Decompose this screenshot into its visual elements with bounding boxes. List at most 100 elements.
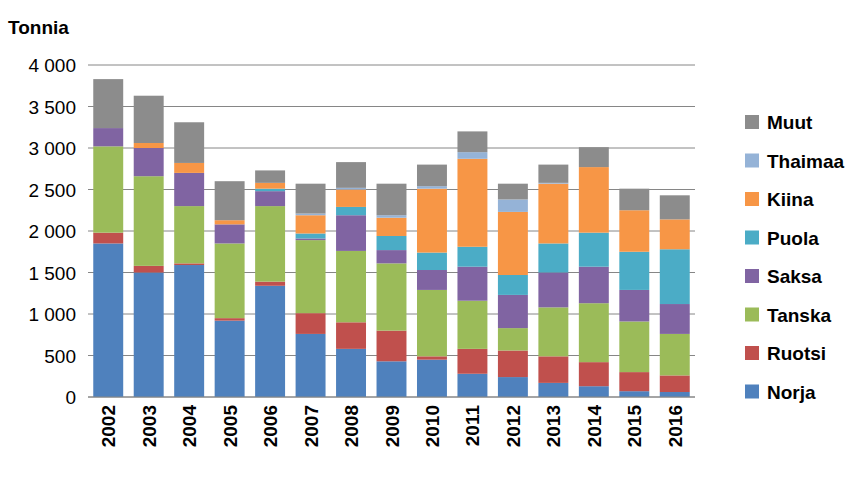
bar-segment [538, 273, 568, 308]
bar-segment [255, 183, 285, 189]
bar-segment [296, 334, 326, 397]
legend-label: Muut [767, 112, 813, 133]
bar-segment [538, 356, 568, 383]
legend-swatch [745, 231, 759, 245]
bar-segment [660, 375, 690, 392]
bar-segment [498, 295, 528, 328]
bar-segment [498, 377, 528, 397]
bar-segment [174, 206, 204, 263]
bar-segment [174, 122, 204, 163]
y-tick-label: 4 000 [28, 55, 76, 76]
x-tick-label: 2016 [665, 405, 686, 447]
bar-segment [457, 349, 487, 374]
legend-swatch [745, 346, 759, 360]
bar-segment [336, 207, 366, 215]
grid [88, 65, 695, 397]
legend-swatch [745, 192, 759, 206]
x-tick-label: 2008 [341, 405, 362, 447]
y-tick-label: 1 500 [28, 263, 76, 284]
bar-segment [255, 170, 285, 182]
x-tick-label: 2004 [179, 405, 200, 448]
legend-label: Puola [767, 228, 819, 249]
x-tick-label: 2007 [301, 405, 322, 447]
bar-segment [538, 243, 568, 272]
bar-segment [255, 282, 285, 286]
bar-segment [215, 321, 245, 397]
bar-segment [457, 267, 487, 301]
legend-label: Kiina [767, 189, 814, 210]
grid-line [88, 106, 695, 107]
bar-segment [498, 351, 528, 378]
bar-segment [296, 238, 326, 240]
legend-swatch [745, 115, 759, 129]
bar-segment [296, 184, 326, 214]
x-tick-label: 2006 [260, 405, 281, 447]
bar-segment [619, 391, 649, 397]
y-axis-label: Tonnia [8, 17, 69, 38]
bar-segment [255, 191, 285, 206]
legend-label: Thaimaa [767, 151, 845, 172]
y-tick-label: 3 500 [28, 97, 76, 118]
grid-line [88, 397, 695, 398]
bar-segment [134, 143, 164, 148]
bar-segment [457, 301, 487, 349]
bar-segment [377, 263, 407, 330]
bar-segment [498, 275, 528, 295]
chart: 05001 0001 5002 0002 5003 0003 5004 000T… [0, 0, 866, 478]
bar-segment [579, 267, 609, 304]
bar-segment [417, 253, 447, 270]
bar-segment [377, 331, 407, 362]
legend-label: Norja [767, 382, 816, 403]
x-tick-label: 2013 [543, 405, 564, 447]
bar-segment [579, 233, 609, 267]
bar-segment [619, 252, 649, 290]
bar-segment [215, 243, 245, 318]
bar-segment [336, 188, 366, 190]
bar-segment [93, 243, 123, 397]
bar-segment [296, 240, 326, 313]
bar-segment [336, 190, 366, 207]
bar-segment [255, 189, 285, 191]
bar-segment [417, 165, 447, 187]
bar-segment [619, 372, 649, 391]
bar-segment [579, 147, 609, 167]
x-tick-label: 2002 [98, 405, 119, 447]
bar-segment [377, 184, 407, 216]
bar-segment [134, 148, 164, 176]
bar-segment [336, 215, 366, 251]
bar-segment [377, 236, 407, 250]
legend-label: Ruotsi [767, 343, 826, 364]
bar-segment [174, 163, 204, 173]
bar-segment [457, 152, 487, 159]
bar-segment [579, 167, 609, 233]
bar-segment [215, 318, 245, 320]
grid-line [88, 65, 695, 66]
y-tick-label: 2 500 [28, 180, 76, 201]
y-axis: 05001 0001 5002 0002 5003 0003 5004 000 [28, 55, 76, 408]
bar-segment [498, 199, 528, 211]
bar-segment [457, 159, 487, 247]
bar-segment [377, 361, 407, 397]
bar-segment [417, 189, 447, 253]
bar-segment [579, 386, 609, 397]
bar-segment [174, 265, 204, 397]
x-tick-label: 2015 [624, 405, 645, 448]
x-tick-label: 2003 [139, 405, 160, 447]
x-tick-label: 2012 [503, 405, 524, 447]
bar-segment [498, 328, 528, 350]
bar-segment [619, 321, 649, 372]
bar-segment [538, 165, 568, 183]
bar-segment [619, 290, 649, 322]
legend-swatch [745, 385, 759, 399]
legend: MuutThaimaaKiinaPuolaSaksaTanskaRuotsiNo… [745, 112, 845, 403]
bar-segment [336, 349, 366, 397]
bar-segment [457, 131, 487, 152]
x-tick-label: 2009 [382, 405, 403, 447]
bar-segment [255, 286, 285, 397]
bar-segment [336, 322, 366, 349]
bar-segment [417, 290, 447, 356]
x-tick-label: 2005 [220, 405, 241, 448]
legend-swatch [745, 269, 759, 283]
bar-segment [660, 304, 690, 334]
bar-segment [93, 233, 123, 244]
